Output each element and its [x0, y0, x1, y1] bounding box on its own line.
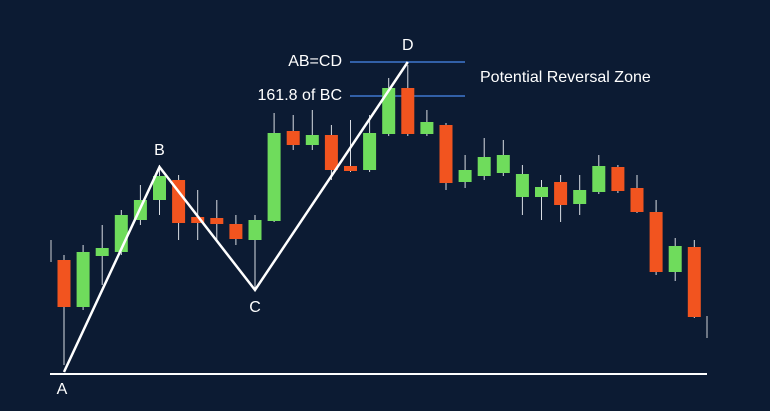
- reference-label: AB=CD: [288, 53, 342, 70]
- candle-body: [554, 182, 568, 205]
- candle-body: [687, 247, 701, 317]
- candle-body: [439, 125, 453, 183]
- reference-label: 161.8 of BC: [258, 87, 343, 104]
- candle-body: [496, 155, 510, 173]
- pattern-line: [62, 61, 409, 373]
- candle-body: [57, 260, 71, 307]
- candle-body: [286, 131, 300, 145]
- candle-body: [420, 122, 434, 134]
- candle-body: [401, 88, 415, 134]
- candle-body: [515, 174, 529, 197]
- candle-body: [668, 246, 682, 272]
- candle-body: [363, 133, 377, 170]
- candle-body: [153, 176, 166, 200]
- candle-body: [535, 187, 548, 197]
- candle-body: [95, 248, 109, 256]
- candle-body: [477, 157, 491, 176]
- candle-body: [229, 224, 243, 239]
- point-label: D: [402, 37, 414, 54]
- candle-body: [611, 167, 625, 191]
- candle-body: [210, 218, 224, 224]
- point-label: C: [249, 299, 261, 316]
- candle-body: [592, 166, 606, 192]
- candle-body: [324, 135, 338, 170]
- candle-body: [630, 188, 644, 212]
- candle-body: [191, 217, 205, 223]
- candle-body: [172, 180, 186, 223]
- candle-body: [573, 190, 587, 204]
- point-label: A: [57, 381, 68, 398]
- candle-body: [649, 212, 663, 272]
- candle-body: [458, 170, 472, 182]
- point-label: B: [154, 142, 165, 159]
- candle-body: [267, 133, 281, 221]
- candle-body: [76, 252, 90, 307]
- candle-body: [248, 220, 262, 240]
- annotation: Potential Reversal Zone: [480, 69, 651, 86]
- candle-body: [344, 166, 357, 171]
- candle-body: [305, 135, 319, 145]
- candle-body: [382, 88, 396, 134]
